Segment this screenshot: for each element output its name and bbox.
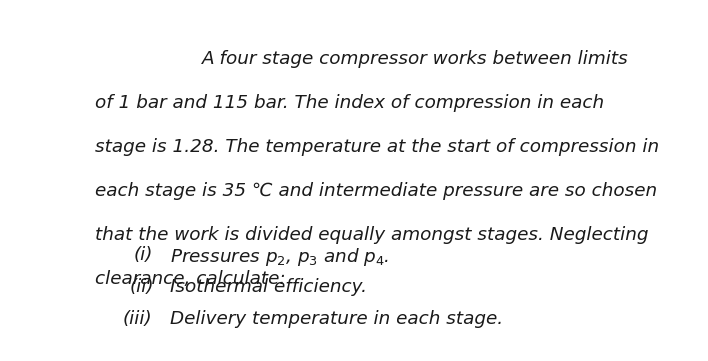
Text: of 1 bar and 115 bar. The index of compression in each: of 1 bar and 115 bar. The index of compr… — [95, 94, 604, 112]
Text: A four stage compressor works between limits: A four stage compressor works between li… — [202, 50, 629, 68]
Text: Isothermal efficiency.: Isothermal efficiency. — [170, 278, 367, 296]
Text: clearance, calculate:: clearance, calculate: — [95, 270, 286, 288]
Text: (iii): (iii) — [122, 310, 152, 328]
Text: Pressures $p_{2}$, $p_{3}$ and $p_{4}$.: Pressures $p_{2}$, $p_{3}$ and $p_{4}$. — [170, 246, 389, 268]
Text: stage is 1.28. The temperature at the start of compression in: stage is 1.28. The temperature at the st… — [95, 138, 659, 156]
Text: (ii): (ii) — [130, 278, 154, 296]
Text: each stage is 35 ℃ and intermediate pressure are so chosen: each stage is 35 ℃ and intermediate pres… — [95, 182, 657, 200]
Text: that the work is divided equally amongst stages. Neglecting: that the work is divided equally amongst… — [95, 226, 649, 244]
Text: Delivery temperature in each stage.: Delivery temperature in each stage. — [170, 310, 503, 328]
Text: (i): (i) — [134, 246, 153, 264]
